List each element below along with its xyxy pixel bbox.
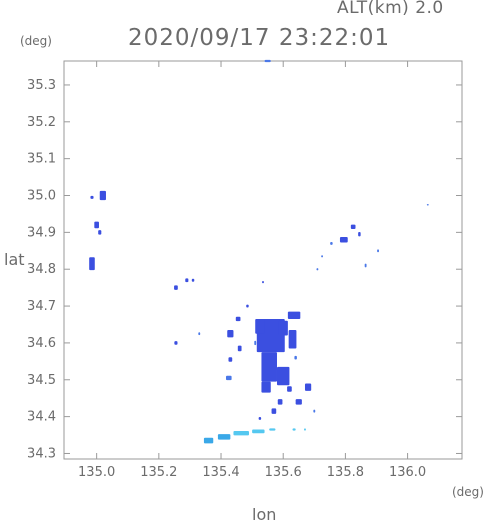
radar-echo-cell (262, 281, 264, 284)
radar-echo-cell (287, 386, 292, 392)
radar-echo-cell (198, 332, 201, 336)
radar-echo-cell (174, 341, 178, 345)
radar-echo-cell (174, 285, 178, 290)
x-tick-label: 135.6 (265, 465, 302, 480)
x-tick-label: 135.8 (327, 465, 364, 480)
radar-echo-cell (294, 355, 297, 360)
radar-echo-cell (233, 430, 250, 436)
radar-echo-cell (235, 316, 241, 322)
radar-echo-cell (217, 434, 231, 440)
radar-echo-cell (321, 255, 324, 258)
radar-echo-cell (261, 352, 277, 382)
radar-echo-cell (313, 409, 316, 413)
radar-echo-cell (350, 224, 356, 230)
radar-echo-cell (316, 268, 319, 271)
x-tick-label: 135.2 (140, 465, 177, 480)
y-tick-label: 35.3 (27, 78, 56, 93)
radar-echo-cell (252, 429, 265, 434)
radar-echo-cell (227, 330, 234, 338)
radar-echo-cell (264, 59, 271, 63)
radar-echo-cell (185, 278, 189, 283)
radar-echo-cell (203, 437, 214, 444)
x-tick-label: 136.0 (389, 465, 426, 480)
radar-echo-cell (426, 203, 429, 206)
radar-echo-cell (258, 416, 262, 420)
radar-echo-cell (191, 278, 195, 282)
radar-echo-cell (94, 221, 99, 229)
radar-echo-cell (339, 236, 348, 243)
radar-echo-cell (246, 304, 249, 308)
radar-echo-cell (304, 383, 312, 391)
radar-echo-cell (237, 345, 242, 352)
y-tick-label: 34.7 (27, 299, 56, 314)
y-tick-label: 35.0 (27, 189, 56, 204)
radar-echo-cell (255, 318, 265, 334)
y-axis-label: lat (4, 250, 25, 269)
altitude-label: ALT(km) 2.0 (337, 0, 444, 18)
radar-echo-cell (288, 330, 297, 349)
radar-echo-cell (364, 263, 367, 268)
radar-echo-cell (254, 340, 257, 346)
x-axis-label: lon (252, 505, 277, 524)
radar-echo-cell (98, 230, 102, 235)
radar-echo-cell (269, 428, 276, 431)
radar-echo-cell (287, 311, 301, 319)
y-tick-label: 35.1 (27, 152, 56, 167)
radar-echo-cell (304, 428, 306, 431)
radar-echo-cell (261, 381, 271, 393)
radar-echo-cell (228, 357, 233, 362)
radar-echo-cell (276, 366, 290, 386)
radar-echo-cell (292, 428, 296, 431)
x-tick-label: 135.0 (78, 465, 115, 480)
y-tick-label: 34.8 (27, 262, 56, 277)
y-tick-label: 34.6 (27, 336, 56, 351)
radar-echo-cell (277, 399, 283, 405)
y-tick-label: 34.5 (27, 373, 56, 388)
timestamp-title: 2020/09/17 23:22:01 (128, 25, 391, 51)
radar-echo-cell (271, 408, 277, 414)
radar-echo-cell (358, 231, 361, 237)
plot-frame (63, 60, 463, 460)
radar-echo-cell (278, 320, 288, 336)
radar-echo-cell (89, 257, 95, 271)
radar-echo-cell (330, 241, 333, 245)
y-axis-unit: (deg) (20, 34, 52, 48)
radar-echo-cell (225, 375, 232, 381)
x-axis-unit: (deg) (452, 485, 484, 499)
radar-echo-cell (295, 399, 302, 405)
y-tick-label: 34.4 (27, 410, 56, 425)
x-tick-label: 135.4 (202, 465, 239, 480)
y-tick-label: 34.9 (27, 225, 56, 240)
y-tick-label: 34.3 (27, 446, 56, 461)
y-tick-label: 35.2 (27, 115, 56, 130)
radar-echo-cell (377, 249, 379, 253)
radar-echo-cell (90, 195, 94, 199)
radar-echo-cell (99, 190, 106, 201)
